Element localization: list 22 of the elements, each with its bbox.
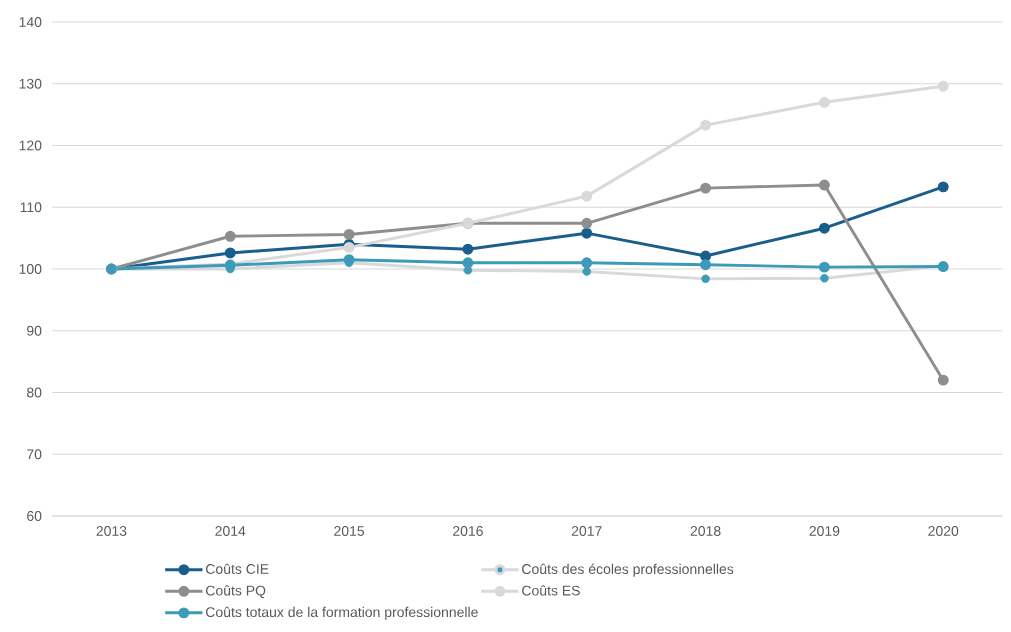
y-tick-label: 90 bbox=[27, 325, 42, 336]
y-tick-label: 140 bbox=[19, 17, 42, 27]
x-tick-label: 2019 bbox=[809, 526, 840, 536]
y-tick-label: 130 bbox=[19, 78, 42, 89]
legend-label: Coûts totaux de la formation professionnelle bbox=[206, 606, 478, 620]
x-tick-label: 2017 bbox=[571, 526, 602, 536]
legend-label: Coûts PQ bbox=[206, 585, 266, 599]
legend-label: Coûts des écoles professionnelles bbox=[522, 563, 734, 577]
y-tick-label: 110 bbox=[20, 202, 42, 213]
x-tick-label: 2018 bbox=[690, 526, 721, 536]
legend-label: Coûts ES bbox=[522, 585, 580, 596]
legend-label: Coûts CIE bbox=[206, 563, 269, 574]
x-tick-label: 2015 bbox=[334, 526, 365, 536]
x-tick-label: 2020 bbox=[928, 526, 959, 536]
y-tick-label: 120 bbox=[19, 140, 42, 151]
x-tick-label: 2013 bbox=[96, 526, 127, 536]
x-tick-label: 2014 bbox=[215, 526, 246, 536]
y-tick-label: 70 bbox=[27, 449, 42, 460]
y-tick-label: 100 bbox=[19, 264, 42, 274]
y-tick-label: 60 bbox=[27, 511, 42, 521]
y-tick-label: 80 bbox=[27, 387, 42, 398]
x-tick-label: 2016 bbox=[453, 526, 483, 536]
